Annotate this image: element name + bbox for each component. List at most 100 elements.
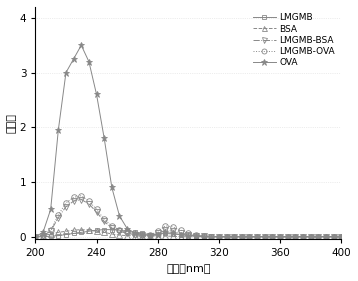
OVA (301, 235, 305, 238)
BSA (125, 234, 129, 237)
LMGMB-BSA (148, 234, 152, 237)
LMGMB-OVA (202, 235, 206, 238)
OVA (95, 93, 99, 96)
LMGMB-BSA (278, 235, 282, 238)
LMGMB-OVA (148, 234, 152, 237)
OVA (102, 137, 106, 140)
BSA (301, 235, 305, 238)
LMGMB (171, 232, 175, 236)
OVA (255, 235, 259, 238)
OVA (240, 235, 244, 238)
LMGMB (209, 235, 213, 238)
LMGMB (339, 235, 343, 238)
LMGMB-OVA (332, 235, 336, 238)
LMGMB-BSA (132, 233, 137, 236)
LMGMB-BSA (194, 234, 198, 237)
LMGMB (263, 235, 267, 238)
OVA (202, 235, 206, 238)
LMGMB-OVA (247, 235, 252, 238)
Legend: LMGMB, BSA, LMGMB-BSA, LMGMB-OVA, OVA: LMGMB, BSA, LMGMB-BSA, LMGMB-OVA, OVA (251, 12, 337, 69)
OVA (316, 235, 320, 238)
Line: BSA: BSA (33, 227, 344, 239)
LMGMB-OVA (255, 235, 259, 238)
OVA (148, 234, 152, 237)
LMGMB (202, 235, 206, 238)
LMGMB-BSA (332, 235, 336, 238)
LMGMB (224, 235, 229, 238)
LMGMB-BSA (270, 235, 275, 238)
BSA (64, 230, 68, 233)
LMGMB-OVA (278, 235, 282, 238)
LMGMB (95, 228, 99, 232)
LMGMB-BSA (125, 232, 129, 235)
LMGMB-BSA (72, 200, 76, 203)
LMGMB-BSA (255, 235, 259, 238)
LMGMB-OVA (64, 201, 68, 205)
X-axis label: 波长（nm）: 波长（nm） (166, 264, 211, 274)
BSA (148, 235, 152, 238)
LMGMB (79, 231, 83, 234)
OVA (132, 231, 137, 235)
LMGMB (240, 235, 244, 238)
LMGMB-OVA (79, 194, 83, 197)
LMGMB-BSA (41, 234, 45, 237)
LMGMB (255, 235, 259, 238)
BSA (117, 234, 122, 237)
BSA (224, 235, 229, 238)
LMGMB-BSA (293, 235, 297, 238)
LMGMB-BSA (263, 235, 267, 238)
LMGMB-OVA (140, 233, 145, 236)
LMGMB (102, 228, 106, 231)
LMGMB-OVA (240, 235, 244, 238)
LMGMB-OVA (110, 224, 114, 228)
LMGMB (270, 235, 275, 238)
OVA (270, 235, 275, 238)
LMGMB (49, 235, 53, 238)
LMGMB-BSA (64, 205, 68, 208)
LMGMB-OVA (49, 228, 53, 232)
LMGMB-OVA (316, 235, 320, 238)
LMGMB (125, 230, 129, 233)
LMGMB-OVA (263, 235, 267, 238)
OVA (247, 235, 252, 238)
BSA (132, 234, 137, 237)
Line: LMGMB-OVA: LMGMB-OVA (33, 193, 344, 239)
BSA (41, 234, 45, 237)
LMGMB (217, 235, 221, 238)
LMGMB-OVA (41, 234, 45, 237)
LMGMB (232, 235, 236, 238)
BSA (87, 228, 91, 232)
OVA (171, 232, 175, 235)
LMGMB-OVA (117, 228, 122, 232)
LMGMB (117, 228, 122, 232)
OVA (293, 235, 297, 238)
BSA (332, 235, 336, 238)
LMGMB-OVA (309, 235, 313, 238)
LMGMB-BSA (217, 235, 221, 238)
BSA (217, 235, 221, 238)
OVA (49, 208, 53, 211)
LMGMB (110, 228, 114, 231)
LMGMB-BSA (324, 235, 328, 238)
OVA (72, 57, 76, 61)
Line: LMGMB-BSA: LMGMB-BSA (33, 197, 344, 239)
OVA (332, 235, 336, 238)
LMGMB (56, 234, 61, 237)
LMGMB-BSA (33, 235, 38, 238)
OVA (309, 235, 313, 238)
LMGMB-OVA (171, 225, 175, 228)
BSA (33, 235, 38, 238)
BSA (163, 235, 168, 238)
LMGMB-OVA (324, 235, 328, 238)
LMGMB-OVA (301, 235, 305, 238)
LMGMB-BSA (87, 202, 91, 206)
Line: OVA: OVA (32, 42, 345, 240)
LMGMB-BSA (316, 235, 320, 238)
OVA (339, 235, 343, 238)
LMGMB (148, 233, 152, 236)
LMGMB-BSA (95, 210, 99, 214)
LMGMB-OVA (217, 235, 221, 238)
LMGMB-BSA (156, 232, 160, 235)
LMGMB (163, 232, 168, 235)
OVA (286, 235, 290, 238)
